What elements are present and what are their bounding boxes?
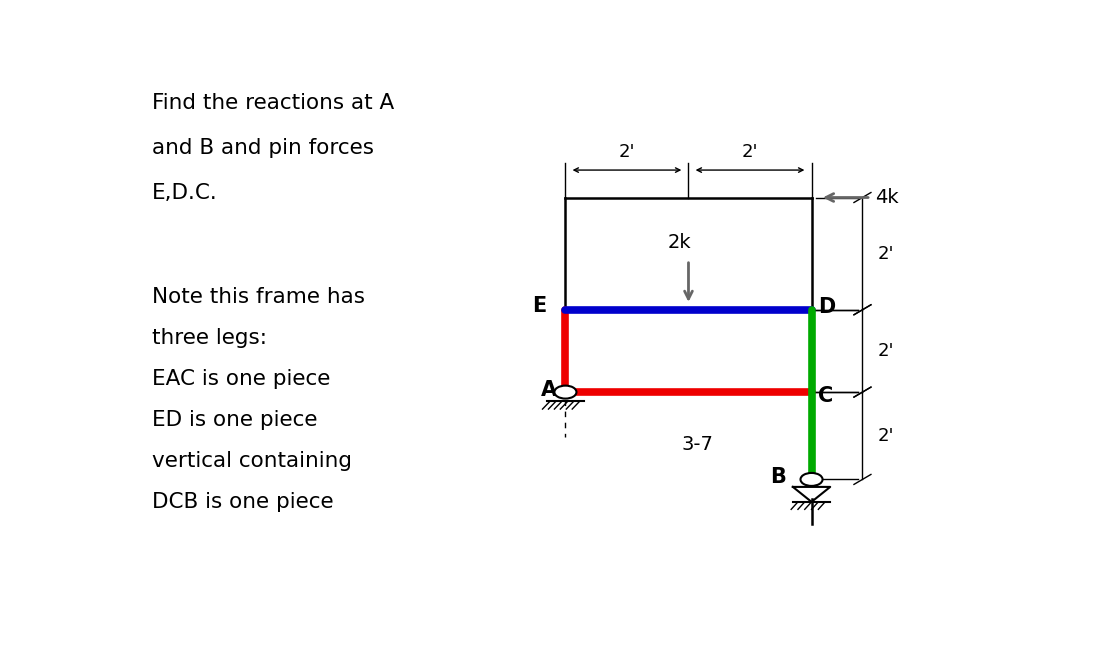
Circle shape <box>800 473 822 486</box>
Text: 2': 2' <box>619 143 635 161</box>
Text: ED is one piece: ED is one piece <box>152 410 318 430</box>
Text: 2k: 2k <box>667 233 691 253</box>
Text: Note this frame has: Note this frame has <box>152 287 365 307</box>
Text: 2': 2' <box>741 143 758 161</box>
Text: 4k: 4k <box>875 188 899 207</box>
Text: E,D.C.: E,D.C. <box>152 183 218 203</box>
Text: three legs:: three legs: <box>152 329 267 348</box>
Text: DCB is one piece: DCB is one piece <box>152 492 334 512</box>
Text: C: C <box>818 386 833 406</box>
Text: and B and pin forces: and B and pin forces <box>152 137 374 157</box>
Text: A: A <box>541 380 557 400</box>
Text: E: E <box>532 295 546 316</box>
Text: D: D <box>818 297 835 318</box>
Text: 2': 2' <box>878 245 895 262</box>
Text: Find the reactions at A: Find the reactions at A <box>152 93 394 113</box>
Text: 2': 2' <box>878 427 895 445</box>
Text: EAC is one piece: EAC is one piece <box>152 369 331 389</box>
Text: 2': 2' <box>878 342 895 360</box>
Circle shape <box>554 386 576 399</box>
Text: 3-7: 3-7 <box>681 435 713 454</box>
Text: vertical containing: vertical containing <box>152 451 353 471</box>
Text: B: B <box>770 467 786 487</box>
